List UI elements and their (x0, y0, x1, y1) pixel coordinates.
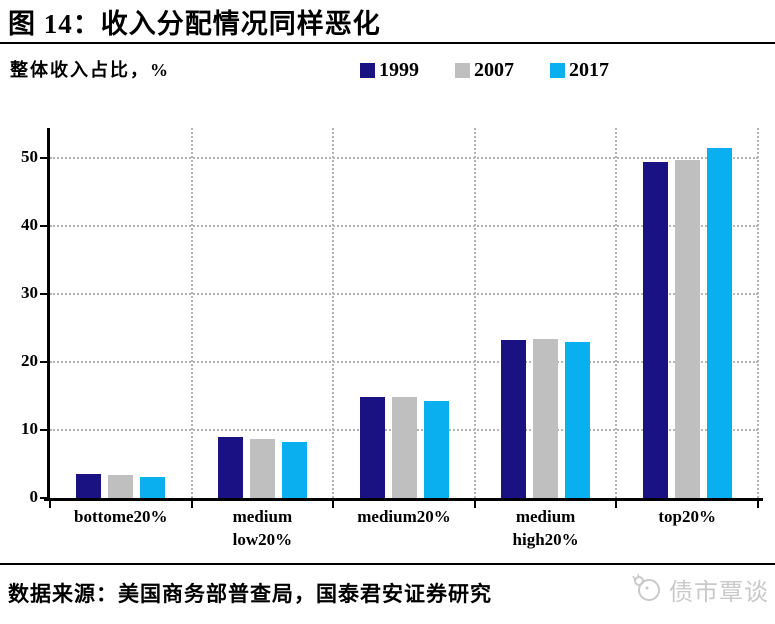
y-axis-tick (40, 497, 47, 499)
top-divider (0, 42, 775, 44)
x-gridline (757, 128, 759, 498)
y-axis-tick (40, 360, 47, 363)
y-tick-label: 40 (21, 214, 38, 234)
x-gridline (615, 128, 618, 498)
legend-item-2017: 2017 (550, 59, 609, 82)
x-axis-tick (332, 501, 335, 508)
y-gridline (50, 224, 758, 227)
panda-logo-icon (630, 572, 664, 607)
y-axis-unit-label: 整体收入占比，% (10, 60, 170, 80)
category-label: medium low20% (232, 507, 293, 549)
category-label: top20% (658, 507, 716, 526)
watermark: 债市覃谈 (630, 572, 769, 607)
y-axis-tick (40, 428, 47, 431)
bar-2017 (140, 476, 166, 498)
watermark-text: 债市覃谈 (669, 580, 769, 606)
legend-item-1999: 1999 (360, 59, 419, 82)
category-label: medium20% (357, 507, 451, 526)
y-axis-tick (40, 224, 47, 227)
category-label: bottome20% (74, 507, 168, 526)
bar-2007 (249, 438, 275, 498)
y-axis-tick (40, 292, 47, 295)
x-gridline (473, 128, 476, 498)
bar-2017 (423, 400, 449, 498)
category-label: medium high20% (512, 507, 579, 549)
bottom-divider (0, 563, 775, 565)
x-axis-tick (615, 501, 618, 508)
x-gridline (190, 128, 193, 498)
legend-swatch-icon (455, 63, 470, 78)
x-axis-tick (49, 501, 51, 508)
x-axis-tick (757, 501, 759, 508)
bar-2007 (391, 397, 417, 498)
y-axis-tick (40, 156, 47, 159)
bar-2017 (281, 442, 307, 498)
page-title: 图 14：收入分配情况同样恶化 (8, 9, 381, 39)
bar-1999 (217, 437, 243, 498)
bar-2017 (565, 341, 591, 498)
legend-item-2007: 2007 (455, 59, 514, 82)
bar-1999 (76, 473, 102, 498)
x-gridline (332, 128, 335, 498)
bar-1999 (642, 162, 668, 498)
y-tick-label: 0 (29, 487, 39, 506)
legend-label: 2017 (569, 59, 609, 81)
bar-2017 (706, 147, 732, 498)
legend-label: 1999 (379, 59, 419, 81)
chart-legend: 1999 2007 2017 (360, 59, 609, 82)
y-tick-label: 30 (21, 282, 38, 302)
bar-1999 (359, 396, 385, 498)
bar-2007 (108, 474, 134, 498)
y-axis-line (47, 128, 50, 501)
x-axis-line (44, 498, 763, 501)
legend-label: 2007 (474, 59, 514, 81)
x-axis-tick (190, 501, 193, 508)
legend-swatch-icon (550, 63, 565, 78)
y-tick-label: 50 (21, 146, 38, 166)
source-note: 数据来源：美国商务部普查局，国泰君安证券研究 (8, 582, 492, 606)
bar-1999 (501, 340, 527, 498)
legend-swatch-icon (360, 63, 375, 78)
y-gridline (50, 156, 758, 159)
y-tick-label: 20 (21, 350, 38, 370)
bar-2007 (674, 159, 700, 498)
y-gridline (50, 292, 758, 295)
y-tick-label: 10 (21, 418, 38, 438)
x-axis-tick (473, 501, 476, 508)
bar-2007 (533, 338, 559, 498)
y-gridline (50, 360, 758, 363)
